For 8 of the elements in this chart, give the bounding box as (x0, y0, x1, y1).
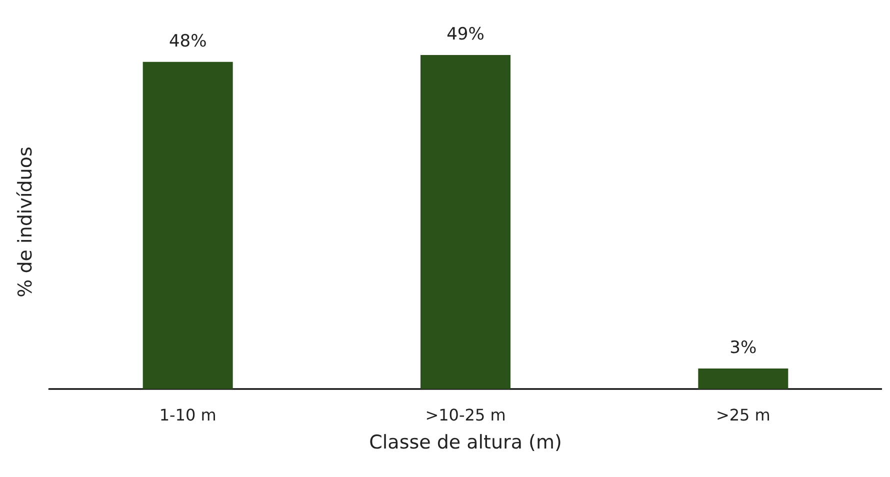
x-tick-label: >25 m (716, 406, 770, 424)
x-tick-label: >10-25 m (425, 406, 506, 424)
y-axis-title: % de indivíduos (14, 146, 36, 298)
data-label: 49% (446, 24, 484, 44)
data-label: 48% (168, 31, 207, 52)
data-label: 3% (730, 338, 757, 358)
x-axis-title: Classe de altura (m) (369, 432, 562, 454)
x-tick-label: 1-10 m (159, 406, 216, 424)
